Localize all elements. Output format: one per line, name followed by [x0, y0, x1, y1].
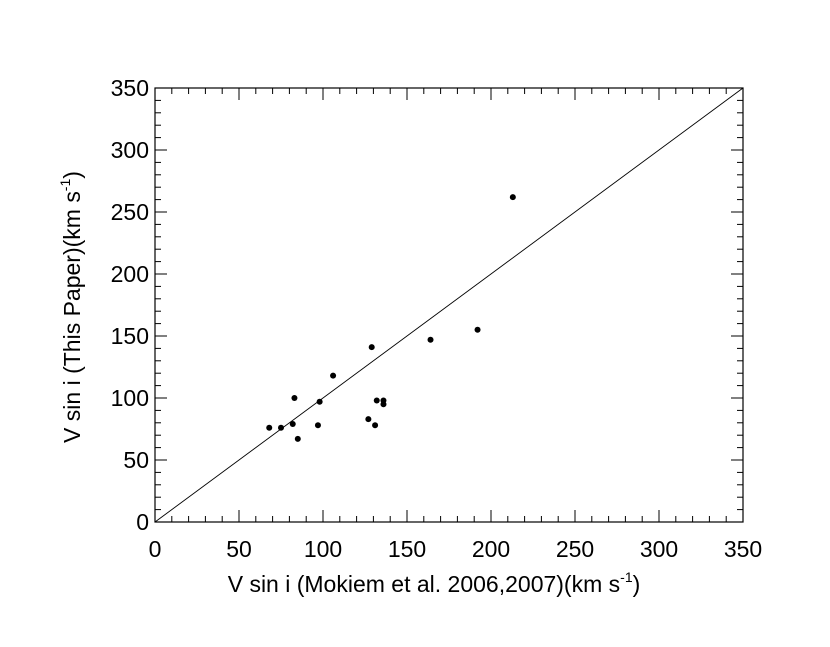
data-point: [427, 336, 434, 343]
data-point: [278, 424, 284, 431]
y-tick-label: 250: [111, 199, 149, 225]
data-point: [314, 422, 321, 429]
y-axis-title: V sin i (This Paper)(km s-1): [57, 171, 85, 443]
data-point: [474, 326, 481, 333]
reference-line: [154, 87, 744, 523]
x-tick-label: 50: [226, 536, 252, 562]
y-tick-label: 150: [111, 323, 149, 349]
ticks-layer: 0 50 100 150 200 250 300 350 0 50 100 150 200 250 300 3…: [111, 75, 763, 562]
data-points-layer: [266, 194, 516, 442]
y-tick-label: 0: [136, 509, 149, 535]
data-point: [330, 372, 337, 379]
x-tick-label: 100: [304, 536, 342, 562]
data-point: [291, 395, 298, 401]
data-point: [316, 398, 323, 405]
plot-frame: [154, 87, 744, 523]
y-tick-label: 100: [111, 385, 149, 411]
data-point: [373, 397, 380, 404]
data-point: [365, 416, 372, 423]
data-point: [289, 421, 296, 428]
y-axis-title-group: V sin i (This Paper)(km s-1): [57, 171, 85, 443]
x-tick-label: 350: [724, 536, 762, 562]
x-tick-label: 250: [556, 536, 594, 562]
x-tick-label: 300: [640, 536, 678, 562]
data-point: [509, 194, 516, 201]
x-tick-label: 0: [149, 536, 162, 562]
data-point: [294, 435, 301, 442]
data-point: [266, 424, 273, 431]
x-tick-label: 200: [472, 536, 510, 562]
data-point: [372, 422, 379, 429]
y-tick-label: 200: [111, 261, 149, 287]
x-tick-label: 150: [388, 536, 426, 562]
y-tick-label: 300: [111, 137, 149, 163]
y-tick-label: 50: [123, 447, 149, 473]
y-tick-label: 350: [111, 75, 149, 101]
reference-line-layer: [154, 87, 744, 523]
data-point: [380, 397, 387, 404]
x-axis-title: V sin i (Mokiem et al. 2006,2007)(km s-1…: [228, 569, 641, 597]
data-point: [368, 344, 375, 351]
